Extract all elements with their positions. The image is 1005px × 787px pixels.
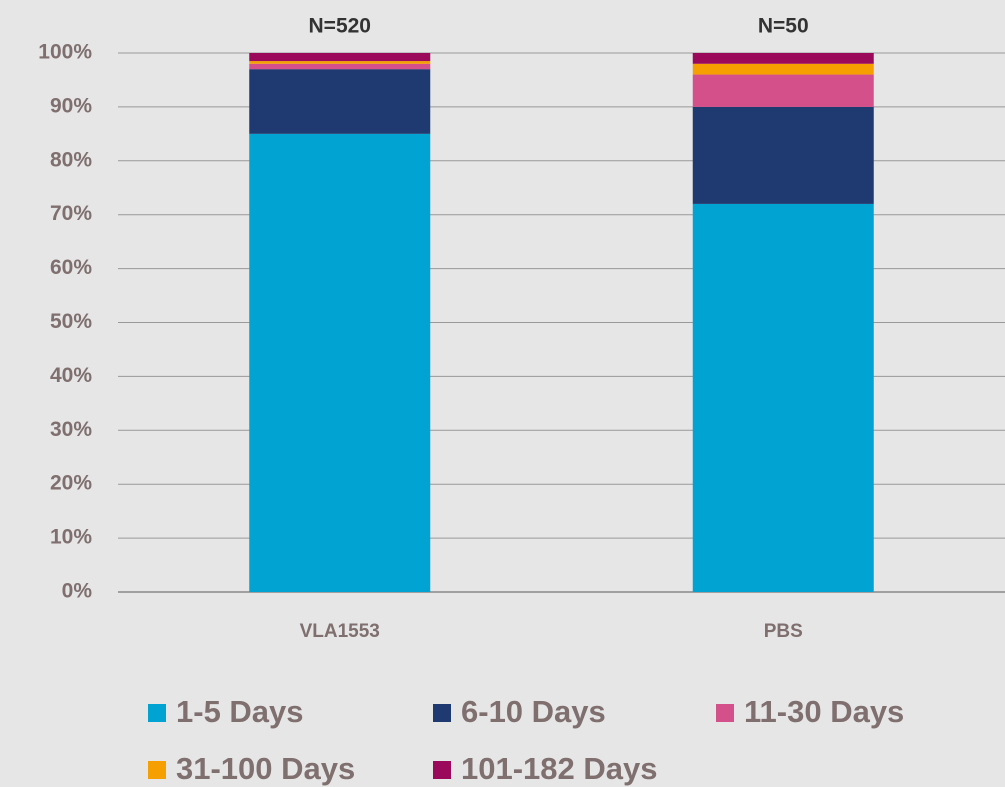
y-tick-label: 0% xyxy=(62,580,93,603)
y-tick-label: 40% xyxy=(50,364,92,387)
legend-swatch xyxy=(433,761,451,779)
bar-segment xyxy=(692,74,874,107)
bar-segment xyxy=(249,63,431,70)
legend-label: 11-30 Days xyxy=(744,694,904,729)
y-tick-label: 20% xyxy=(50,472,92,495)
legend-swatch xyxy=(148,704,166,722)
legend-label: 1-5 Days xyxy=(176,694,304,729)
annotation: N=520 xyxy=(309,15,371,38)
bar-segment xyxy=(249,53,431,62)
y-tick-label: 90% xyxy=(50,94,92,117)
y-tick-label: 30% xyxy=(50,418,92,441)
legend-label: 31-100 Days xyxy=(176,751,355,786)
bar-segment xyxy=(249,61,431,64)
bar-segment xyxy=(249,133,431,592)
bar-segment xyxy=(692,53,874,64)
legend-swatch xyxy=(433,704,451,722)
bar-segment xyxy=(692,63,874,75)
legend-swatch xyxy=(148,761,166,779)
bar-segment xyxy=(692,106,874,204)
bar-segment xyxy=(692,203,874,593)
x-tick-label: VLA1553 xyxy=(300,621,380,642)
y-tick-label: 50% xyxy=(50,310,92,333)
y-tick-label: 80% xyxy=(50,148,92,171)
legend-swatch xyxy=(716,704,734,722)
y-tick-label: 10% xyxy=(50,526,92,549)
legend-label: 6-10 Days xyxy=(461,694,606,729)
y-tick-label: 60% xyxy=(50,256,92,279)
annotation: N=50 xyxy=(758,15,809,38)
y-tick-label: 100% xyxy=(38,41,92,64)
legend-label: 101-182 Days xyxy=(461,751,658,786)
y-tick-label: 70% xyxy=(50,202,92,225)
bar-segment xyxy=(249,69,431,134)
x-tick-label: PBS xyxy=(764,621,803,642)
